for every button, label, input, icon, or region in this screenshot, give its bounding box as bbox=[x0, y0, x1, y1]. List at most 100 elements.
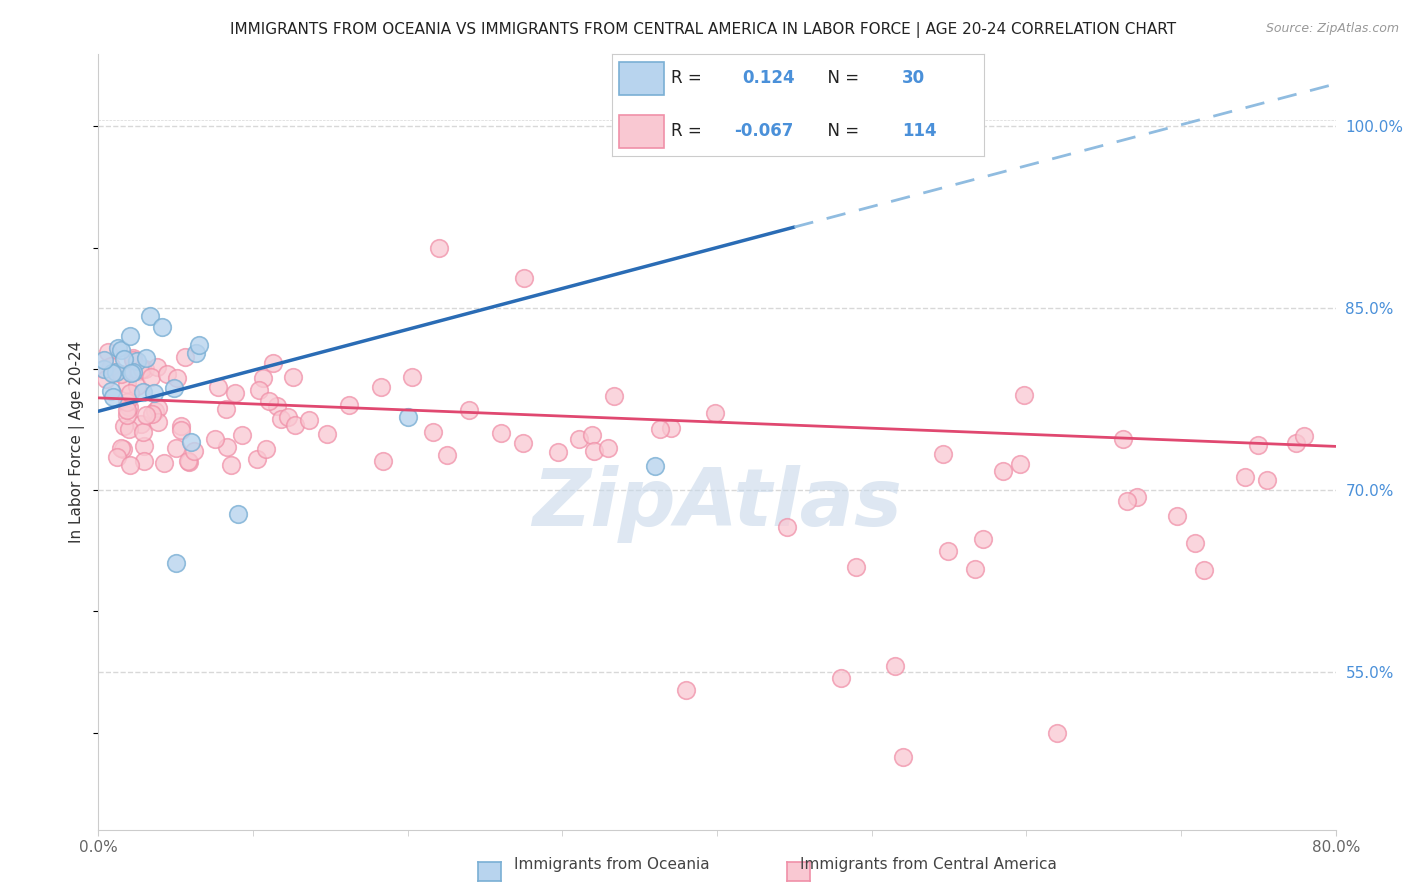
Point bbox=[112, 419, 135, 434]
Point bbox=[581, 428, 603, 442]
Point bbox=[129, 417, 152, 431]
Y-axis label: In Labor Force | Age 20-24: In Labor Force | Age 20-24 bbox=[69, 341, 86, 542]
Point bbox=[284, 418, 307, 433]
Text: R =: R = bbox=[671, 122, 707, 140]
Point bbox=[644, 458, 666, 473]
Point bbox=[1256, 473, 1278, 487]
Point bbox=[115, 376, 138, 391]
Point bbox=[513, 270, 536, 285]
Point bbox=[134, 408, 156, 422]
Point bbox=[262, 356, 284, 370]
Point bbox=[963, 562, 986, 576]
Point bbox=[1247, 438, 1270, 452]
Point bbox=[91, 361, 114, 376]
Point bbox=[254, 442, 277, 457]
Point bbox=[422, 425, 444, 440]
Point bbox=[316, 426, 339, 441]
Point bbox=[1192, 563, 1215, 577]
Point bbox=[101, 367, 124, 381]
Point bbox=[226, 508, 249, 522]
Point bbox=[602, 389, 624, 403]
Point bbox=[458, 403, 481, 417]
Point bbox=[103, 365, 125, 379]
Point bbox=[891, 749, 914, 764]
Point bbox=[115, 409, 138, 423]
Point bbox=[132, 425, 155, 440]
Point bbox=[146, 360, 169, 375]
Point bbox=[166, 370, 188, 384]
Point bbox=[177, 454, 200, 468]
Point bbox=[371, 454, 394, 468]
Point bbox=[122, 352, 145, 367]
Point bbox=[207, 380, 229, 394]
Text: R =: R = bbox=[671, 70, 713, 87]
Text: ZipAtlas: ZipAtlas bbox=[531, 465, 903, 542]
Point bbox=[298, 413, 321, 427]
Point bbox=[177, 455, 200, 469]
Point bbox=[118, 329, 141, 343]
Point bbox=[436, 448, 458, 462]
Point bbox=[277, 409, 299, 424]
Point bbox=[170, 423, 193, 437]
Point bbox=[131, 362, 153, 376]
Point bbox=[659, 421, 682, 435]
Point bbox=[165, 441, 187, 455]
Text: Immigrants from Central America: Immigrants from Central America bbox=[800, 857, 1056, 872]
Point bbox=[775, 520, 797, 534]
Point bbox=[246, 451, 269, 466]
Point bbox=[143, 404, 166, 418]
Point bbox=[100, 359, 122, 374]
Point bbox=[170, 419, 193, 434]
Point bbox=[1285, 436, 1308, 450]
Point bbox=[183, 444, 205, 458]
Point bbox=[266, 399, 288, 413]
Point bbox=[1046, 725, 1069, 739]
Point bbox=[148, 416, 170, 430]
Point bbox=[135, 351, 157, 365]
Point bbox=[252, 370, 274, 384]
Text: 114: 114 bbox=[903, 122, 936, 140]
Point bbox=[1184, 536, 1206, 550]
Point bbox=[146, 401, 169, 416]
Point bbox=[134, 362, 156, 376]
Point bbox=[118, 422, 141, 436]
Text: 30: 30 bbox=[903, 70, 925, 87]
Point bbox=[1111, 433, 1133, 447]
Point bbox=[134, 439, 156, 453]
Point bbox=[97, 345, 120, 359]
Point bbox=[1292, 428, 1315, 442]
Point bbox=[152, 319, 174, 334]
Point bbox=[120, 366, 142, 380]
Point bbox=[120, 386, 142, 401]
Point bbox=[1234, 470, 1257, 484]
Point bbox=[184, 346, 207, 360]
Point bbox=[675, 683, 697, 698]
Point bbox=[221, 458, 243, 472]
Point bbox=[281, 370, 304, 384]
Point bbox=[107, 341, 129, 355]
Point bbox=[105, 365, 128, 379]
Point bbox=[141, 370, 163, 384]
Point bbox=[142, 385, 165, 400]
Point bbox=[884, 658, 907, 673]
Point bbox=[568, 432, 591, 446]
Point bbox=[1166, 508, 1188, 523]
Point bbox=[188, 337, 211, 351]
Point bbox=[401, 369, 423, 384]
Point bbox=[215, 401, 238, 416]
Point bbox=[132, 454, 155, 468]
Point bbox=[122, 351, 145, 366]
Point bbox=[112, 352, 135, 367]
Point bbox=[180, 434, 202, 449]
Point bbox=[131, 385, 153, 400]
Point bbox=[972, 533, 994, 547]
Point bbox=[94, 372, 117, 386]
Bar bbox=[619, 115, 664, 148]
Point bbox=[115, 395, 138, 409]
Point bbox=[110, 367, 132, 381]
Point bbox=[427, 241, 450, 255]
Text: -0.067: -0.067 bbox=[734, 122, 794, 140]
Text: N =: N = bbox=[817, 70, 863, 87]
Point bbox=[991, 464, 1014, 478]
Point bbox=[931, 447, 953, 461]
